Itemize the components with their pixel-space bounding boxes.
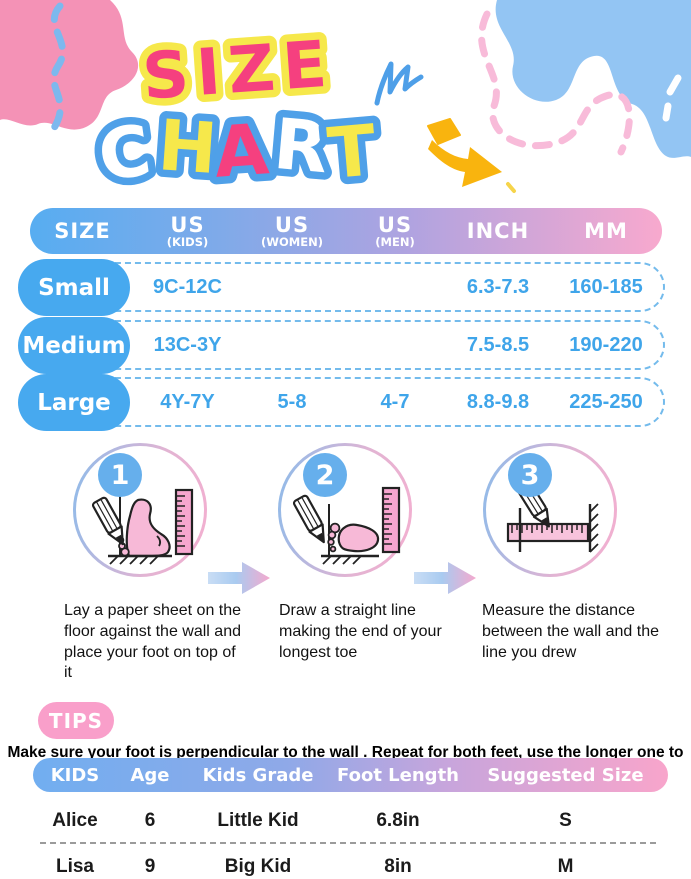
- ground-hatch: [322, 555, 362, 565]
- step-number-badge: 1: [98, 453, 142, 497]
- ruler-icon: [381, 486, 401, 554]
- column-header-us-women: US (WOMEN): [261, 212, 323, 249]
- step-instruction-2: Draw a straight line making the end of y…: [279, 602, 442, 661]
- pencil-icon: [291, 493, 332, 547]
- step-number-badge: 3: [508, 453, 552, 497]
- cell-foot-length: 6.8in: [376, 810, 420, 831]
- footprint-icon: [327, 522, 380, 553]
- table-row: Lisa 9 Big Kid 8in M: [33, 849, 668, 879]
- measure-distance-illustration: [506, 478, 599, 553]
- cell-name: Alice: [52, 810, 98, 831]
- cell-foot-length: 8in: [384, 856, 412, 877]
- table-row: 4Y-7Y 5-8 4-7 8.8-9.8 225-250 Large: [18, 374, 665, 431]
- column-header-kids-grade: Kids Grade: [202, 764, 314, 786]
- wall-hatch: [588, 503, 599, 553]
- column-header-size: SIZE: [54, 218, 111, 243]
- cell-us-kids: 4Y-7Y: [160, 390, 215, 413]
- draw-line-illustration: [291, 486, 401, 565]
- crayon-arrow-icon: [427, 118, 516, 193]
- cell-us-kids: 9C-12C: [153, 275, 222, 298]
- step-number-badge: 2: [303, 453, 347, 497]
- title-letter: T: [325, 109, 380, 195]
- cell-us-kids: 13C-3Y: [153, 333, 222, 356]
- title-letter: A: [211, 108, 271, 194]
- cell-mm: 190-220: [569, 333, 643, 356]
- title-chart: C H A R T: [86, 95, 387, 205]
- cell-grade: Little Kid: [217, 810, 299, 831]
- title-letter: R: [271, 103, 332, 189]
- cell-grade: Big Kid: [224, 856, 292, 877]
- cell-age: 6: [144, 810, 156, 831]
- size-label-small: Small: [18, 259, 130, 316]
- row-divider: [40, 842, 656, 844]
- table-row: Alice 6 Little Kid 6.8in S: [33, 803, 668, 839]
- size-label-medium: Medium: [18, 317, 130, 374]
- blue-dashed-doodle: [50, 2, 67, 132]
- cell-suggested-size: S: [559, 810, 572, 831]
- title-size: SIZE: [140, 27, 337, 114]
- column-header-foot-length: Foot Length: [337, 764, 459, 786]
- kids-table-header: KIDS Age Kids Grade Foot Length Suggeste…: [33, 758, 668, 792]
- cell-name: Lisa: [55, 856, 95, 877]
- cell-mm: 160-185: [569, 275, 643, 298]
- blue-blob: [495, 0, 691, 158]
- pink-dashed-doodle: [478, 10, 633, 156]
- cell-inch: 7.5-8.5: [466, 333, 530, 356]
- ground-hatch: [109, 555, 159, 565]
- size-table-header: SIZE US (KIDS) US (WOMEN) US (MEN) INCH …: [30, 208, 662, 254]
- cell-mm: 225-250: [569, 390, 643, 413]
- column-header-us-men: US (MEN): [375, 212, 415, 249]
- pink-blob: [0, 0, 139, 130]
- step-instruction-3: Measure the distance between the wall an…: [482, 602, 660, 661]
- column-header-suggested-size: Suggested Size: [487, 764, 644, 786]
- step-circle-3: 3: [483, 443, 617, 577]
- cell-us-women: 5-8: [277, 390, 307, 413]
- column-header-age: Age: [130, 764, 170, 786]
- column-header-inch: INCH: [466, 218, 530, 243]
- ruler-icon: [174, 488, 194, 556]
- header-decorations: SIZE C H A R T: [0, 0, 691, 205]
- title-letter: H: [156, 104, 220, 190]
- step-circle-1: 1: [73, 443, 207, 577]
- column-header-kids: KIDS: [50, 764, 100, 786]
- cell-age: 9: [144, 856, 156, 877]
- cell-suggested-size: M: [557, 856, 574, 877]
- cell-us-men: 4-7: [380, 390, 410, 413]
- blue-squiggle-icon: [374, 61, 424, 106]
- column-header-mm: MM: [584, 218, 628, 243]
- column-header-us-kids: US (KIDS): [166, 212, 209, 249]
- title-letter: C: [94, 109, 156, 197]
- arrow-right-icon: [414, 562, 476, 594]
- arrow-right-icon: [208, 562, 270, 594]
- cell-inch: 6.3-7.3: [466, 275, 530, 298]
- step-instruction-1: Lay a paper sheet on the floor against t…: [64, 602, 242, 682]
- table-row: 9C-12C 6.3-7.3 160-185 Small: [18, 259, 665, 316]
- measure-foot-side-illustration: [90, 488, 194, 565]
- table-row: 13C-3Y 7.5-8.5 190-220 Medium: [18, 317, 665, 374]
- step-circle-2: 2: [278, 443, 412, 577]
- cell-inch: 8.8-9.8: [466, 390, 530, 413]
- foot-icon: [117, 498, 171, 558]
- size-label-large: Large: [18, 374, 130, 431]
- tips-badge: TIPS: [38, 702, 114, 739]
